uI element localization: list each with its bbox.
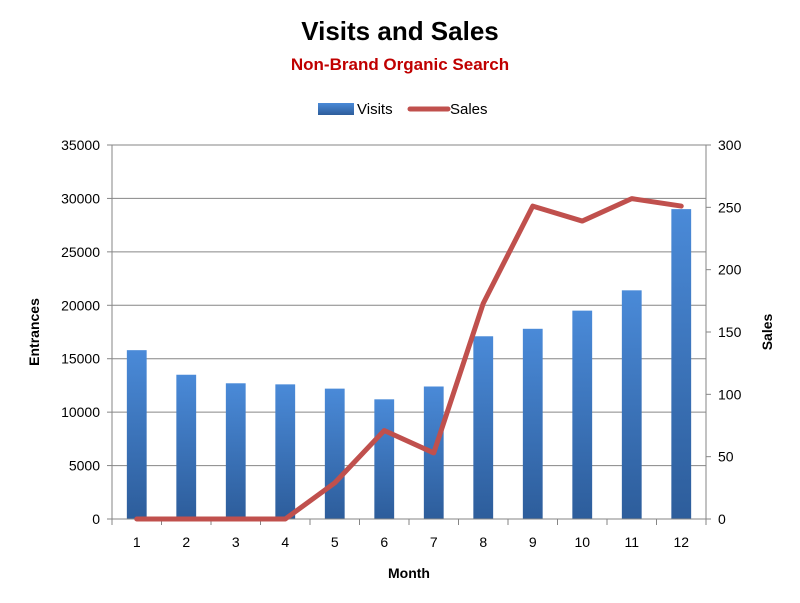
chart-title: Visits and Sales — [301, 16, 499, 46]
x-tick-label: 8 — [479, 534, 487, 550]
y2-tick-label: 100 — [718, 386, 742, 402]
x-tick-label: 9 — [529, 534, 537, 550]
visits-bar — [522, 328, 543, 519]
y-tick-label: 10000 — [61, 404, 100, 420]
tick-labels: 0 5000 10000 15000 20000 25000 30000 35000 0 50 10… — [61, 137, 742, 550]
x-tick-label: 7 — [430, 534, 438, 550]
x-tick-label: 4 — [281, 534, 289, 550]
y-tick-label: 25000 — [61, 244, 100, 260]
visits-bars — [126, 209, 692, 519]
y2-tick-label: 150 — [718, 324, 742, 340]
y2-tick-label: 300 — [718, 137, 742, 153]
y2-axis-title: Sales — [759, 313, 775, 350]
y2-tick-label: 250 — [718, 199, 742, 215]
y-tick-label: 5000 — [69, 458, 100, 474]
y2-tick-label: 200 — [718, 262, 742, 278]
visits-bar — [126, 350, 147, 519]
chart-subtitle: Non-Brand Organic Search — [290, 55, 510, 74]
y2-tick-label: 0 — [718, 511, 726, 527]
visits-bar — [374, 399, 395, 519]
visits-bar — [176, 374, 197, 519]
y-tick-label: 0 — [92, 511, 100, 527]
y-axis-title: Entrances — [26, 298, 42, 366]
x-tick-label: 3 — [232, 534, 240, 550]
visits-bar — [572, 310, 593, 519]
visits-bar — [671, 209, 692, 519]
sales-line — [134, 196, 684, 522]
visits-bar — [225, 383, 246, 519]
x-tick-label: 1 — [133, 534, 141, 550]
y-tick-label: 15000 — [61, 351, 100, 367]
visits-bar — [621, 290, 642, 519]
y2-tick-label: 50 — [718, 449, 734, 465]
x-tick-label: 10 — [574, 534, 590, 550]
x-axis-title: Month — [388, 565, 430, 581]
x-tick-label: 2 — [182, 534, 190, 550]
gridlines — [112, 144, 706, 467]
y-tick-label: 20000 — [61, 297, 100, 313]
legend-visits-label: Visits — [357, 101, 393, 118]
sales-line-layer — [134, 196, 684, 522]
legend-visits-swatch — [318, 103, 354, 115]
legend: Visits Sales — [318, 101, 488, 118]
x-tick-label: 6 — [380, 534, 388, 550]
legend-sales-label: Sales — [450, 101, 488, 118]
x-tick-label: 11 — [624, 534, 639, 550]
x-tick-label: 5 — [331, 534, 339, 550]
visits-bar — [324, 388, 345, 519]
y-tick-label: 30000 — [61, 190, 100, 206]
visits-bar — [473, 336, 494, 519]
y-tick-label: 35000 — [61, 137, 100, 153]
visits-bar — [275, 384, 296, 519]
x-tick-label: 12 — [673, 534, 689, 550]
